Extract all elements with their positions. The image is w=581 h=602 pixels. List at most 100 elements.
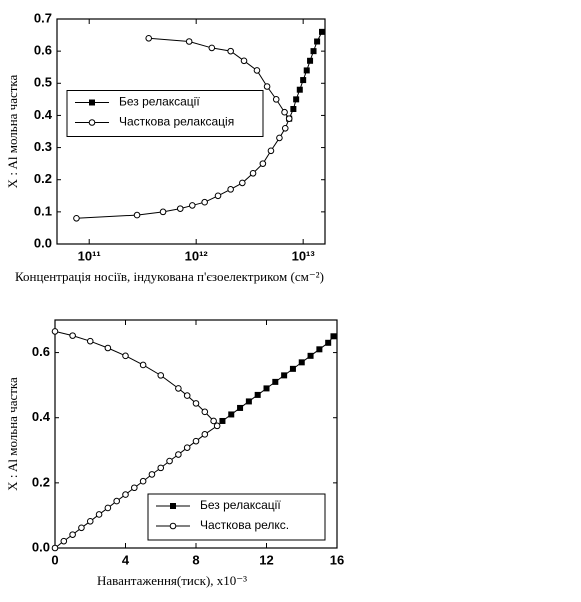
marker [290, 106, 297, 112]
marker [285, 115, 293, 122]
y-tick-label: 0.7 [34, 10, 52, 25]
marker [316, 346, 323, 353]
marker [78, 524, 85, 532]
marker [303, 67, 310, 74]
marker [214, 192, 222, 200]
y-tick-label: 0.4 [32, 409, 51, 424]
marker [298, 359, 305, 366]
marker [330, 333, 337, 340]
y-axis-label: X : Al мольна частка [5, 74, 20, 188]
marker [263, 385, 270, 392]
marker [175, 385, 182, 392]
marker [300, 77, 307, 84]
marker [325, 339, 332, 346]
marker [60, 537, 68, 545]
legend-label: Без релаксації [200, 498, 281, 512]
marker [176, 205, 184, 212]
marker [51, 328, 59, 335]
marker [281, 372, 288, 379]
y-tick-label: 0.0 [34, 235, 52, 250]
marker [281, 124, 289, 132]
marker [133, 211, 141, 219]
x-tick-label: 10¹² [185, 248, 209, 263]
marker [307, 352, 314, 359]
marker [272, 96, 280, 103]
marker [86, 517, 94, 525]
y-tick-label: 0.2 [32, 474, 50, 489]
marker [89, 99, 95, 106]
y-tick-label: 0.5 [34, 75, 52, 90]
marker [148, 471, 156, 478]
marker [175, 451, 182, 458]
x-tick-label: 16 [330, 552, 344, 567]
marker [237, 404, 244, 411]
marker [254, 391, 261, 398]
y-tick-label: 0.6 [34, 43, 52, 58]
marker [281, 108, 288, 116]
marker [139, 477, 147, 485]
marker [208, 44, 216, 52]
marker [95, 511, 103, 518]
marker [189, 202, 196, 209]
marker [88, 119, 96, 126]
x-tick-label: 4 [122, 552, 130, 567]
legend-label: Часткова релаксація [119, 115, 234, 129]
x-tick-label: 10¹¹ [78, 248, 101, 263]
legend-box [66, 90, 264, 137]
marker [183, 444, 191, 451]
x-tick-label: 8 [192, 552, 199, 567]
marker [219, 417, 226, 424]
x-tick-label: 10¹³ [292, 248, 316, 263]
marker [276, 134, 283, 142]
marker [314, 38, 321, 45]
x-tick-label: 0 [51, 552, 58, 567]
marker [227, 47, 234, 55]
marker [159, 208, 167, 216]
marker [259, 160, 267, 167]
x-axis-label: Навантаження(тиск), x10⁻³ [97, 573, 247, 588]
marker [227, 186, 234, 193]
x-axis-label: Концентрація носіїв, індукована п'єзоеле… [15, 269, 324, 284]
marker [296, 86, 303, 93]
x-tick-label: 12 [259, 552, 273, 567]
marker [170, 503, 176, 509]
marker [139, 361, 147, 369]
marker [201, 198, 208, 206]
y-tick-label: 0.2 [34, 171, 52, 186]
marker [122, 491, 129, 498]
marker [122, 352, 129, 360]
marker [86, 337, 94, 345]
y-tick-label: 0.1 [34, 203, 52, 218]
y-tick-label: 0.4 [34, 107, 53, 122]
marker [192, 400, 200, 407]
marker [145, 34, 153, 42]
legend-box [147, 493, 326, 541]
marker [166, 457, 173, 465]
marker [293, 96, 300, 103]
plot-frame [56, 18, 326, 245]
marker [192, 437, 200, 445]
marker [319, 28, 326, 35]
marker [210, 417, 217, 425]
marker [185, 38, 193, 45]
marker [169, 522, 177, 530]
marker [239, 179, 246, 187]
marker [69, 531, 76, 538]
marker [289, 365, 296, 372]
marker [253, 67, 261, 74]
series-line [288, 31, 323, 119]
marker [307, 57, 314, 64]
y-tick-label: 0.0 [32, 539, 50, 554]
marker [51, 544, 59, 552]
marker [69, 332, 76, 339]
marker [157, 464, 165, 472]
marker [104, 504, 112, 512]
legend-label: Часткова релкс. [200, 518, 289, 532]
marker [157, 372, 165, 379]
y-axis-label: X : Al мольна частка [5, 377, 20, 491]
marker [228, 411, 235, 418]
marker [113, 497, 120, 505]
y-tick-label: 0.6 [32, 344, 50, 359]
